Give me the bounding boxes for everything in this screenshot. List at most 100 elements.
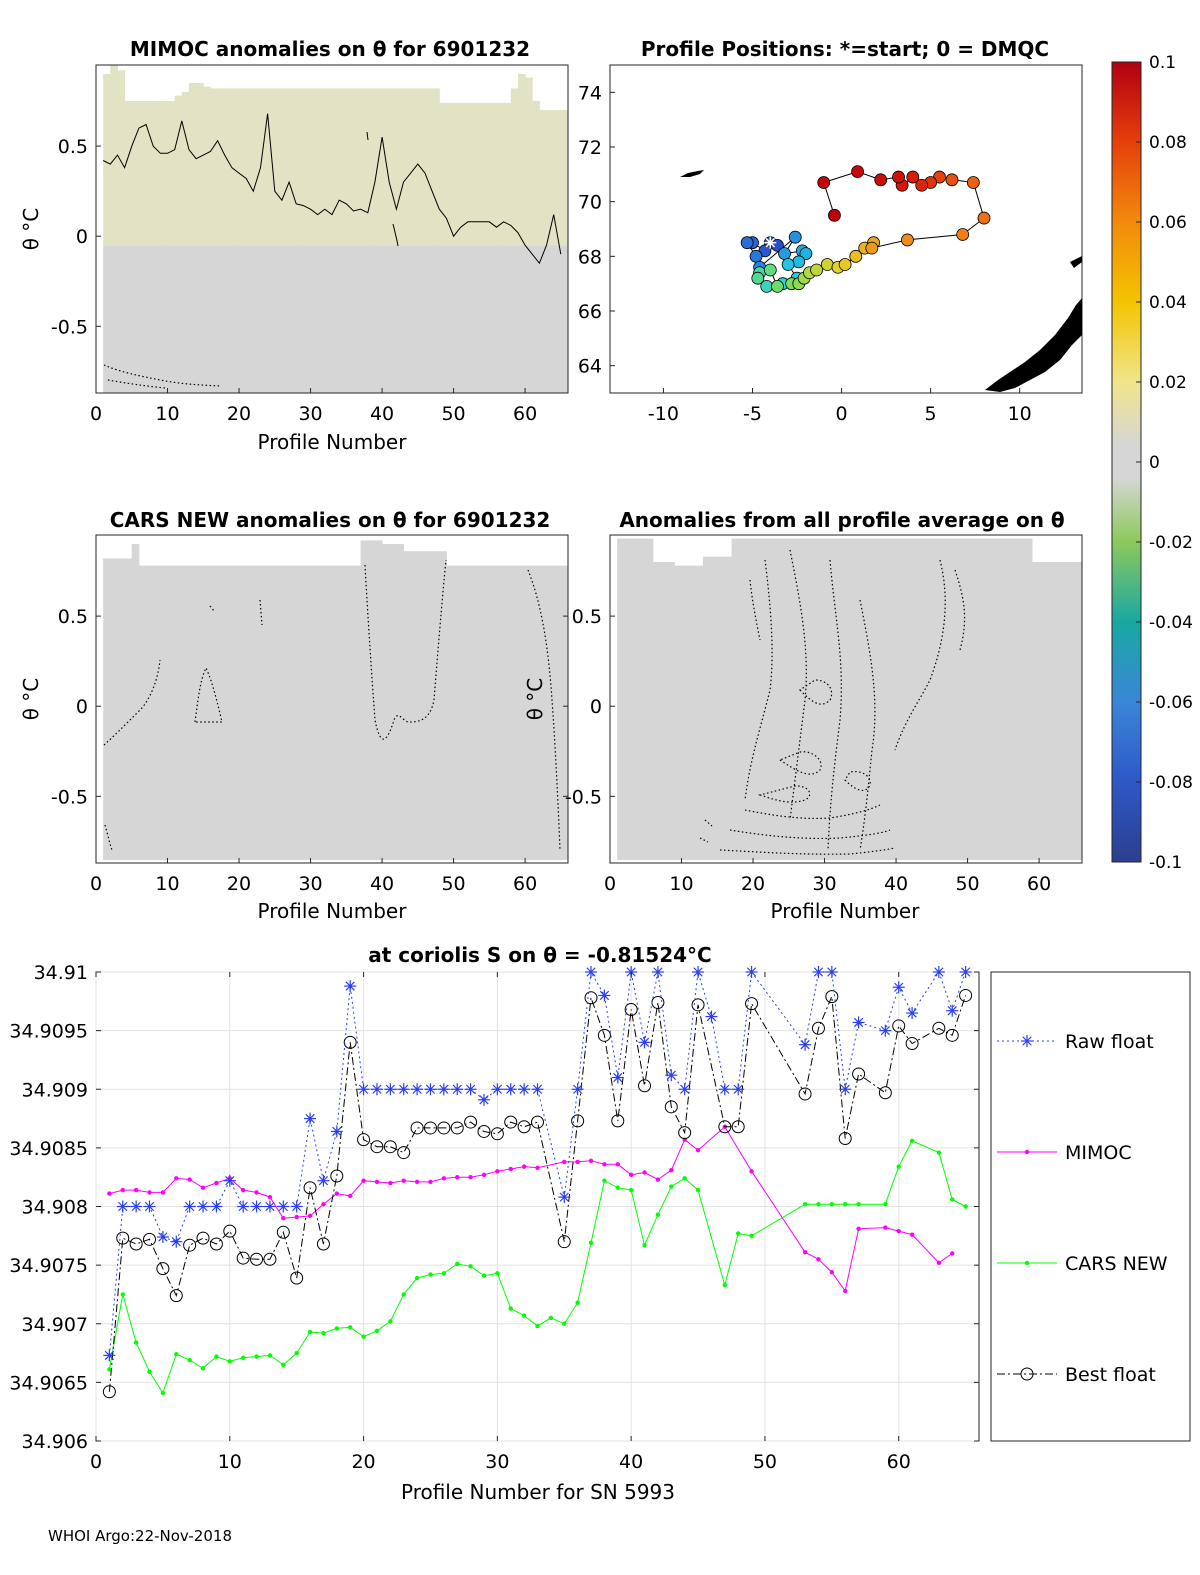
anomaly-column — [1003, 538, 1011, 860]
data-point — [343, 1035, 357, 1049]
colorbar-ticks: 0.1 0.08 0.06 0.04 0.02 0 -0.02 -0.04 -0.06 -0.08… — [1136, 53, 1193, 873]
y-tick-label: 34.906 — [22, 1431, 88, 1453]
data-point — [597, 1028, 611, 1042]
data-point — [602, 1178, 607, 1183]
data-point — [441, 1271, 447, 1276]
mimoc-column-lower — [167, 245, 176, 393]
positions-y-ticks: 64 66 68 70 72 74 — [578, 82, 615, 378]
data-point — [240, 1187, 246, 1193]
data-point — [200, 1185, 206, 1190]
mimoc-column-upper — [110, 65, 118, 246]
legend-label: Best float — [1065, 1364, 1156, 1386]
data-point — [504, 1083, 517, 1096]
anomaly-column — [553, 565, 562, 860]
y-tick-label: 0.5 — [58, 606, 88, 628]
anomaly-column — [303, 565, 312, 860]
data-point — [838, 1131, 852, 1145]
data-point — [802, 1250, 808, 1255]
x-tick-label: 60 — [1027, 873, 1051, 895]
anomaly-column — [767, 538, 775, 860]
mimoc-column-lower — [403, 245, 412, 393]
salinity-y-ticks: 34.91 34.9095 34.909 34.9085 34.908 34.9075 34… — [9, 962, 979, 1453]
data-point — [103, 1349, 116, 1362]
anomaly-column — [938, 538, 947, 860]
mimoc-column-lower — [353, 245, 362, 393]
mimoc-column-upper — [253, 88, 261, 246]
anomaly-column — [853, 538, 861, 860]
data-point — [183, 1238, 197, 1252]
anomaly-column — [346, 565, 354, 860]
anomaly-column — [203, 565, 211, 860]
mimoc-dotted-contour — [103, 364, 221, 389]
data-point — [267, 1194, 273, 1200]
anomaly-column — [617, 538, 625, 860]
anomaly-column — [160, 565, 169, 860]
series-line — [108, 995, 967, 1392]
x-tick-label: 20 — [227, 403, 251, 425]
data-point — [843, 1288, 848, 1294]
anomaly-column — [867, 538, 876, 860]
x-tick-label: 10 — [669, 873, 693, 895]
data-point — [749, 1233, 754, 1239]
mimoc-column-lower — [517, 245, 526, 393]
anomaly-column — [745, 538, 754, 860]
data-point — [116, 1231, 130, 1245]
anomaly-column — [888, 538, 897, 860]
coastline-norway — [985, 256, 1082, 392]
data-point — [669, 1184, 674, 1189]
data-point — [361, 1178, 366, 1183]
mimoc-small-contour — [366, 131, 399, 247]
data-point — [330, 1125, 343, 1138]
mimoc-dotted-contours — [103, 131, 399, 389]
anomaly-column — [1010, 538, 1019, 860]
mimoc-column-lower — [210, 245, 219, 393]
data-point — [843, 1201, 848, 1207]
anomaly-column — [332, 565, 340, 860]
data-point — [557, 1235, 571, 1249]
data-point — [611, 1071, 624, 1084]
anomaly-column — [874, 538, 883, 860]
data-point — [642, 1170, 647, 1175]
mimoc-column-upper — [475, 102, 483, 246]
anomaly-column — [432, 551, 440, 860]
anomaly-column — [1060, 562, 1069, 860]
data-point — [236, 1251, 250, 1265]
data-point — [451, 1083, 464, 1096]
x-tick-label: 40 — [884, 873, 908, 895]
anomaly-column — [946, 538, 954, 860]
mimoc-anomaly-field — [103, 65, 568, 393]
cars-x-ticks: 0 10 20 30 40 50 60 — [90, 858, 537, 895]
data-point — [197, 1200, 210, 1213]
y-tick-label: 0.5 — [58, 136, 88, 158]
x-tick-label: 40 — [370, 873, 394, 895]
data-point — [909, 1232, 915, 1237]
legend-label: MIMOC — [1065, 1142, 1132, 1164]
data-point — [290, 1271, 304, 1285]
mimoc-column-upper — [346, 88, 354, 246]
mimoc-column-upper — [439, 102, 447, 246]
mimoc-column-upper — [560, 110, 568, 246]
mimoc-column-upper — [403, 88, 412, 246]
colorbar-tick-label: 0.06 — [1149, 213, 1187, 233]
colorbar-tick-label: 0.02 — [1149, 373, 1187, 393]
anomaly-column — [631, 538, 640, 860]
anomaly-column — [953, 538, 961, 860]
data-point — [678, 1083, 691, 1096]
mimoc-zero-contour — [102, 113, 562, 265]
mimoc-column-lower — [217, 245, 226, 393]
data-point — [344, 980, 357, 993]
x-tick-label: 20 — [351, 1451, 375, 1473]
anomaly-column — [367, 540, 376, 860]
data-point — [303, 1181, 317, 1195]
data-point — [294, 1214, 299, 1220]
x-tick-label: 0 — [90, 873, 102, 895]
data-point — [936, 1260, 942, 1265]
data-point — [160, 1190, 166, 1195]
x-tick-label: 50 — [955, 873, 979, 895]
average-anomaly-field — [617, 538, 1082, 860]
profile-position-marker — [740, 236, 754, 250]
data-point — [477, 1093, 490, 1106]
anomaly-column — [267, 565, 276, 860]
x-tick-label: -10 — [648, 403, 679, 425]
anomaly-column — [146, 565, 154, 860]
